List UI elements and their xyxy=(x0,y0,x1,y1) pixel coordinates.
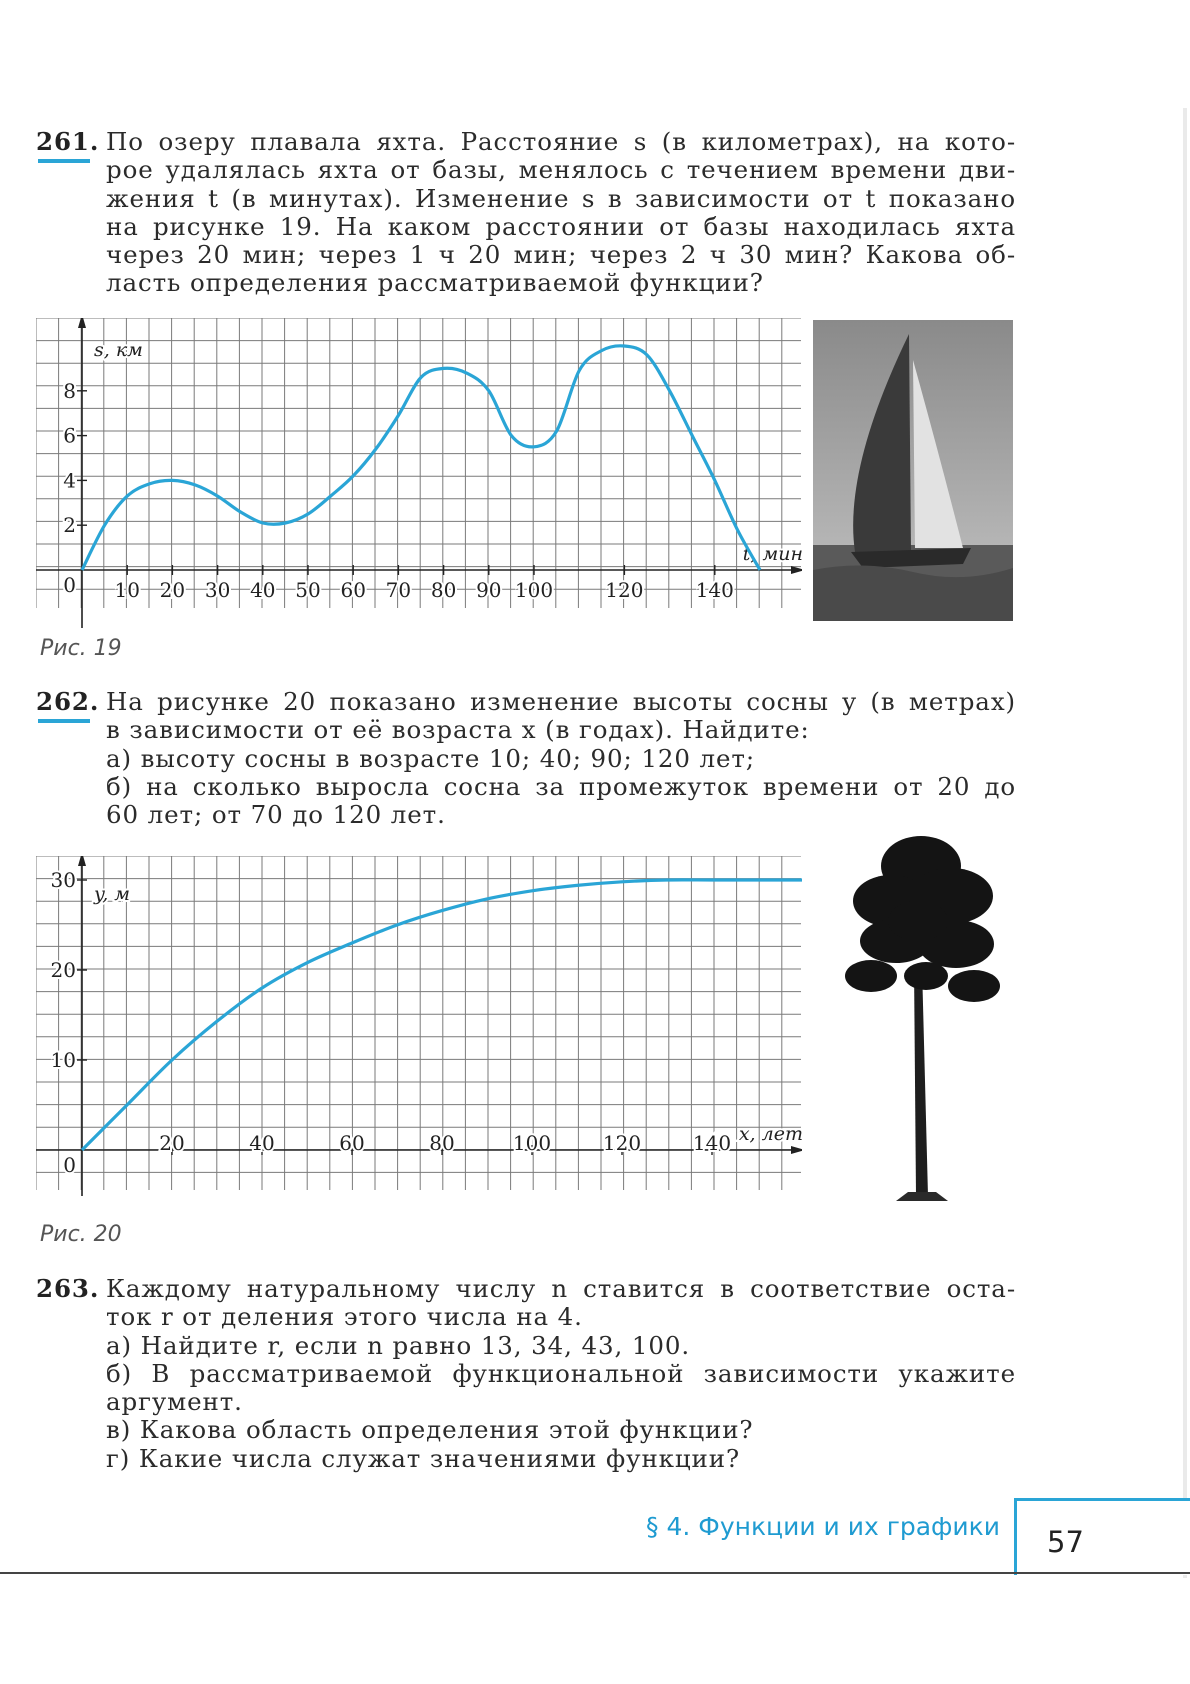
origin-label: 0 xyxy=(63,573,76,597)
y-tick-label: 20 xyxy=(51,958,76,982)
problem-text: Каждому натуральному числу n ставится в … xyxy=(106,1274,1016,1473)
x-tick-label: 120 xyxy=(603,1131,641,1155)
x-tick-label: 50 xyxy=(295,578,320,602)
y-tick-label: 8 xyxy=(63,379,76,403)
text-line: а) высоту сосны в возрасте 10; 40; 90; 1… xyxy=(106,743,755,773)
text-line: рое удалялась яхта от базы, менялось с т… xyxy=(106,155,1016,185)
text-line: б) на сколько выросла сосна за промежуто… xyxy=(106,771,1016,801)
problem-number-underline xyxy=(38,719,90,723)
page-number-box: 57 xyxy=(1014,1498,1190,1575)
x-axis-arrow xyxy=(791,566,802,574)
text-line: По озеру плавала яхта. Расстояние s (в к… xyxy=(106,127,1016,156)
problem-261: 261. По озеру плавала яхта. Расстояние s… xyxy=(36,127,1016,298)
height-age-chart: 20 40 60 80 100 120 140 10 20 30 0 y, м x, лет xyxy=(36,856,802,1196)
x-tick-label: 100 xyxy=(513,1131,551,1155)
x-tick-label: 140 xyxy=(693,1131,731,1155)
y-axis-label: s, км xyxy=(94,339,143,361)
y-tick-label: 2 xyxy=(63,513,76,537)
x-axis-label: x, лет xyxy=(739,1123,802,1145)
x-tick-label: 40 xyxy=(249,1131,274,1155)
y-tick-label: 4 xyxy=(63,468,76,492)
problem-263: 263. Каждому натуральному числу n ставит… xyxy=(36,1274,1016,1473)
x-axis-label: t, мин xyxy=(743,543,802,565)
y-tick-label: 30 xyxy=(51,868,76,892)
problem-number-underline xyxy=(38,159,90,163)
sailboat-photo xyxy=(813,320,1013,621)
text-line: г) Какие числа служат значениями функции… xyxy=(106,1443,741,1473)
x-tick-label: 20 xyxy=(159,1131,184,1155)
text-line: в зависимости от её возраста x (в годах)… xyxy=(106,715,810,745)
problem-262: 262. На рисунке 20 показано изменение вы… xyxy=(36,687,1016,830)
y-tick-label: 10 xyxy=(51,1048,76,1072)
text-line: в) Какова область определения этой функц… xyxy=(106,1415,754,1445)
x-tick-label: 60 xyxy=(340,578,365,602)
y-axis-arrow xyxy=(78,856,86,866)
x-tick-label: 80 xyxy=(429,1131,454,1155)
text-line: Каждому натуральному числу n ставится в … xyxy=(106,1274,1016,1303)
figure-caption: Рис. 19 xyxy=(40,636,122,661)
y-tick-label: 6 xyxy=(63,424,76,448)
pine-tree-illustration xyxy=(845,836,1000,1201)
data-series-line xyxy=(80,344,762,571)
text-line: б) В рассматриваемой функциональной зави… xyxy=(106,1358,1016,1388)
problem-text: На рисунке 20 показано изменение высоты … xyxy=(106,687,1016,830)
text-line: жения t (в минутах). Изменение s в завис… xyxy=(106,183,1016,213)
page-number: 57 xyxy=(1047,1525,1084,1559)
page-edge-shadow xyxy=(1183,108,1187,1578)
x-tick-label: 90 xyxy=(476,578,501,602)
problem-text: По озеру плавала яхта. Расстояние s (в к… xyxy=(106,127,1016,298)
section-title: § 4. Функции и их графики xyxy=(646,1512,1000,1541)
text-line: на рисунке 19. На каком расстоянии от ба… xyxy=(106,211,1016,241)
figure-caption: Рис. 20 xyxy=(40,1222,122,1247)
text-line: а) Найдите r, если n равно 13, 34, 43, 1… xyxy=(106,1330,691,1360)
x-tick-label: 80 xyxy=(431,578,456,602)
x-tick-label: 120 xyxy=(605,578,643,602)
origin-label: 0 xyxy=(63,1153,76,1177)
text-line: аргумент. xyxy=(106,1387,243,1417)
text-line: 60 лет; от 70 до 120 лет. xyxy=(106,800,446,830)
problem-number: 262. xyxy=(36,687,100,716)
bottom-rule xyxy=(0,1572,1190,1574)
text-line: На рисунке 20 показано изменение высоты … xyxy=(106,687,1016,716)
text-line: ласть определения рассматриваемой функци… xyxy=(106,268,764,298)
x-tick-label: 20 xyxy=(160,578,185,602)
data-series-line xyxy=(80,878,802,1152)
x-tick-label: 30 xyxy=(205,578,230,602)
y-axis-arrow xyxy=(78,318,86,328)
x-tick-label: 40 xyxy=(250,578,275,602)
x-tick-label: 60 xyxy=(339,1131,364,1155)
text-line: ток r от деления этого числа на 4. xyxy=(106,1302,583,1332)
x-tick-label: 10 xyxy=(114,578,139,602)
x-tick-label: 140 xyxy=(696,578,734,602)
x-tick-label: 70 xyxy=(386,578,411,602)
problem-number: 261. xyxy=(36,127,100,156)
x-axis-arrow xyxy=(791,1146,802,1154)
text-line: через 20 мин; через 1 ч 20 мин; через 2 … xyxy=(106,240,1016,270)
x-tick-label: 100 xyxy=(515,578,553,602)
problem-number: 263. xyxy=(36,1274,100,1303)
y-axis-label: y, м xyxy=(93,883,130,905)
